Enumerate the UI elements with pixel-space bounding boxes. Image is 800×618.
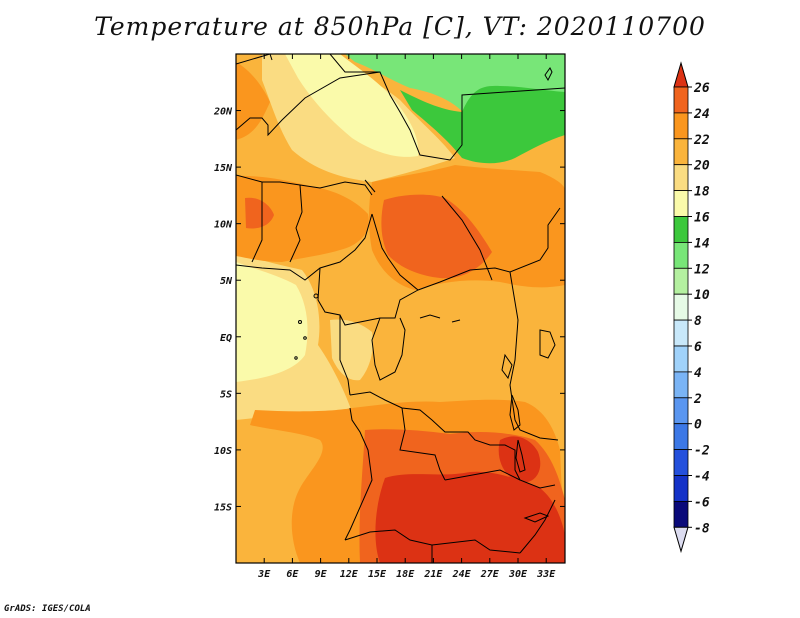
field-ocean-14-16 bbox=[236, 262, 308, 382]
field-lake-24-26 bbox=[498, 436, 541, 483]
colorbar-under-triangle bbox=[673, 526, 689, 554]
colorbar-label: 0 bbox=[694, 418, 702, 433]
colorbar-swatch bbox=[673, 267, 689, 295]
field-west-20-22-b bbox=[236, 62, 270, 140]
colorbar-label: -6 bbox=[694, 495, 710, 510]
y-tick-label: 5N bbox=[220, 276, 233, 287]
colorbar-swatch bbox=[673, 112, 689, 140]
colorbar-swatch bbox=[673, 449, 689, 476]
field-green-10-12 bbox=[400, 85, 565, 164]
colorbar-label: 24 bbox=[693, 107, 710, 122]
x-tick-label: 24E bbox=[452, 569, 472, 580]
map-frame bbox=[235, 53, 566, 564]
x-axis: 3E 6E 9E 12E 15E 18E 21E 24E 27E 30E 33E bbox=[257, 54, 556, 580]
colorbar-swatch bbox=[673, 423, 689, 451]
colorbar-label: -2 bbox=[694, 444, 710, 459]
colorbar-label: 14 bbox=[694, 236, 710, 251]
x-tick-label: 27E bbox=[480, 569, 500, 580]
y-tick-label: 5S bbox=[220, 389, 232, 400]
islands bbox=[294, 293, 319, 360]
colorbar-label: 12 bbox=[694, 262, 710, 277]
x-tick-label: 9E bbox=[315, 569, 328, 580]
colorbar-label: -8 bbox=[694, 521, 710, 536]
colorbar-swatch bbox=[673, 371, 689, 399]
x-tick-label: 6E bbox=[286, 569, 299, 580]
chart-title: Temperature at 850hPa [C], VT: 202011070… bbox=[94, 12, 706, 41]
x-tick-label: 21E bbox=[423, 569, 443, 580]
colorbar-label: 10 bbox=[694, 288, 710, 303]
temperature-field bbox=[236, 54, 565, 563]
colorbar-swatch bbox=[673, 475, 689, 502]
colorbar-swatch bbox=[673, 164, 689, 191]
colorbar-label: 8 bbox=[694, 314, 702, 329]
colorbar-swatch bbox=[673, 319, 689, 347]
field-north-14-16 bbox=[285, 54, 419, 157]
colorbar-swatch bbox=[673, 500, 689, 528]
y-axis: 20N 15N 10N 5N EQ 5S 10S 15S bbox=[213, 107, 565, 513]
colorbar-label: 4 bbox=[694, 366, 702, 381]
y-tick-label: EQ bbox=[220, 333, 232, 344]
colorbar-over-triangle bbox=[673, 61, 689, 88]
colorbar-label: 20 bbox=[693, 159, 710, 174]
x-tick-label: 18E bbox=[396, 569, 415, 580]
country-boundaries bbox=[236, 54, 565, 563]
x-tick-label: 3E bbox=[257, 569, 271, 580]
colorbar-label: 18 bbox=[694, 185, 710, 200]
field-southwest-20-22 bbox=[250, 408, 369, 563]
colorbar-label: 16 bbox=[694, 211, 710, 226]
colorbar-swatch bbox=[673, 216, 689, 243]
colorbar-label: -4 bbox=[694, 470, 710, 485]
colorbar-label: 6 bbox=[694, 340, 702, 355]
y-tick-label: 15N bbox=[214, 163, 233, 174]
field-west-20-22 bbox=[236, 175, 369, 262]
colorbar-label: 22 bbox=[693, 133, 710, 148]
y-tick-label: 15S bbox=[214, 502, 232, 513]
field-car-22-24 bbox=[381, 194, 492, 279]
colorbar-swatch bbox=[673, 293, 689, 321]
x-tick-label: 30E bbox=[508, 569, 528, 580]
colorbar-swatch bbox=[673, 138, 689, 166]
field-central-16-18 bbox=[330, 319, 373, 381]
field-west-22-24 bbox=[245, 197, 274, 229]
x-tick-label: 33E bbox=[536, 569, 556, 580]
y-tick-label: 20N bbox=[213, 107, 233, 118]
colorbar-label: 26 bbox=[693, 81, 710, 96]
colorbar-swatch bbox=[673, 397, 689, 425]
colorbar-swatch bbox=[673, 345, 689, 373]
field-south-24-26 bbox=[375, 471, 565, 563]
colorbar-swatch bbox=[673, 241, 689, 269]
colorbar-label: 2 bbox=[693, 392, 702, 407]
y-tick-label: 10N bbox=[214, 220, 233, 231]
x-tick-label: 12E bbox=[340, 569, 359, 580]
y-tick-label: 10S bbox=[214, 446, 232, 457]
x-tick-label: 15E bbox=[368, 569, 387, 580]
grads-credit: GrADS: IGES/COLA bbox=[4, 604, 91, 614]
colorbar-swatch bbox=[673, 86, 689, 114]
colorbar-swatch bbox=[673, 190, 689, 217]
